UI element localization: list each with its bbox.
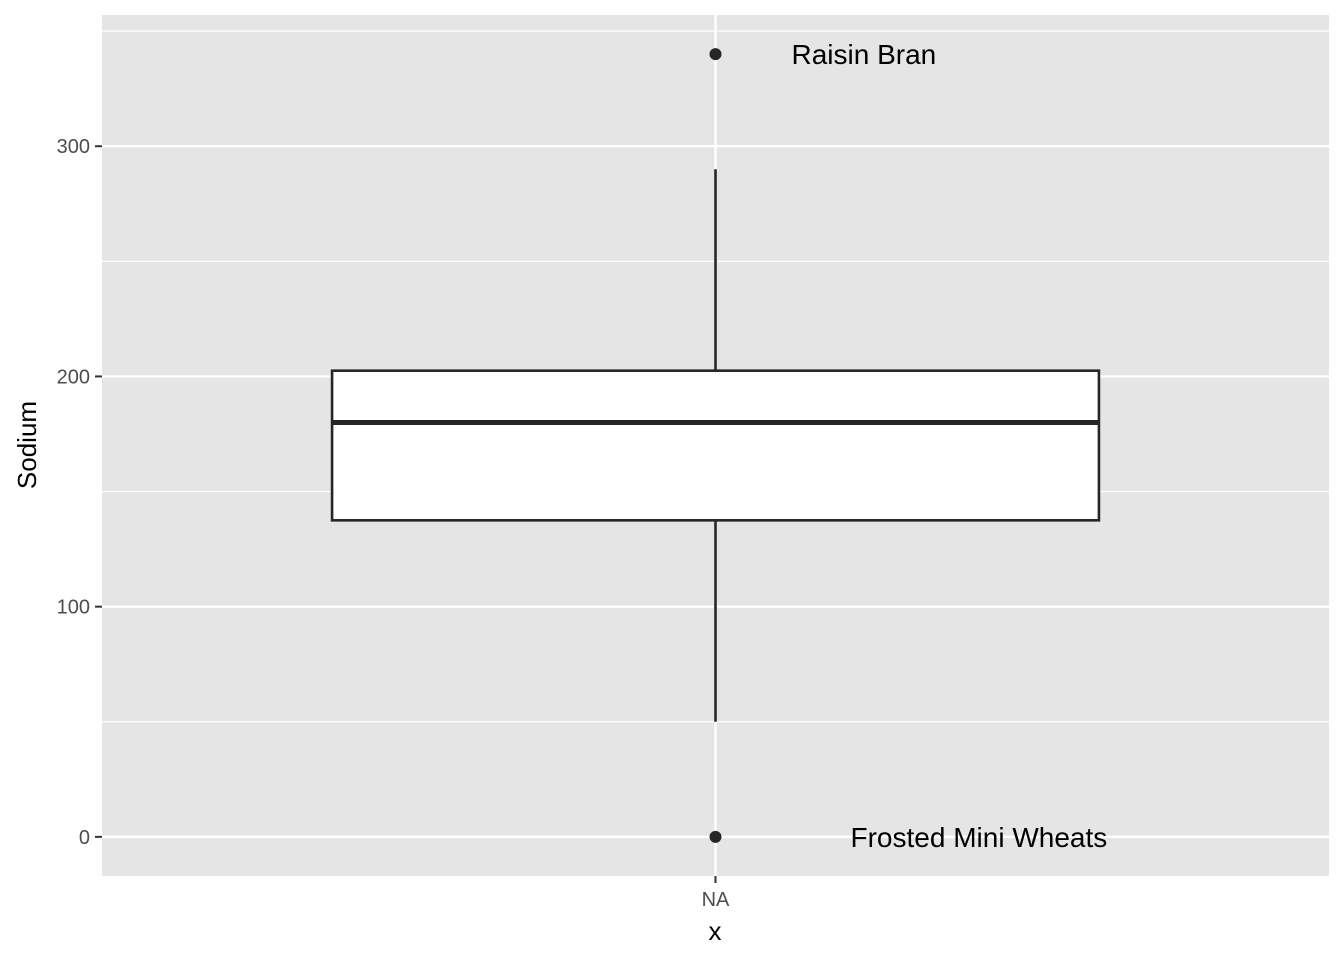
y-tick-label: 0 [79, 827, 90, 849]
outlier-label: Frosted Mini Wheats [851, 822, 1108, 853]
x-tick-label: NA [702, 889, 730, 911]
y-tick-label: 300 [57, 136, 90, 158]
y-axis-title: Sodium [12, 401, 42, 489]
y-tick-label: 200 [57, 366, 90, 388]
outlier-label: Raisin Bran [792, 39, 937, 70]
x-axis-title: x [709, 916, 722, 946]
y-tick-label: 100 [57, 597, 90, 619]
annotation-layer: Raisin Bran Frosted Mini Wheats [792, 39, 1108, 853]
x-axis: NA [702, 876, 730, 911]
outlier-layer [709, 48, 722, 843]
outlier-point [709, 830, 722, 843]
outlier-point [709, 48, 722, 61]
box-iqr [330, 369, 1101, 522]
box-layer [330, 169, 1101, 722]
y-axis: 0 100 200 300 [57, 136, 102, 849]
